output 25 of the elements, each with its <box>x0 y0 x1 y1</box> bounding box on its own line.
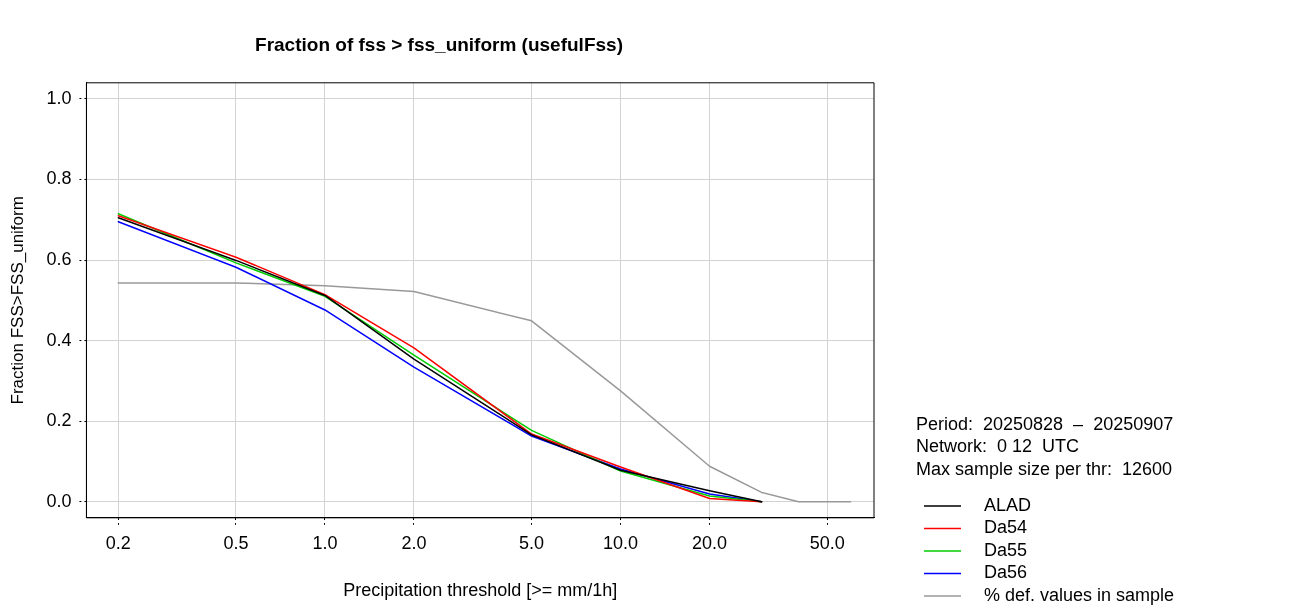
legend-label: Da54 <box>984 517 1028 538</box>
x-tick-label: 0.5 <box>223 532 249 553</box>
chart-title: Fraction of fss > fss_uniform (usefulFss) <box>255 33 623 55</box>
x-tick-label: 10.0 <box>603 532 639 553</box>
legend-label: Da55 <box>984 539 1028 560</box>
y-tick-label: 0.0 <box>46 490 72 511</box>
y-tick-label: 0.2 <box>46 410 72 431</box>
x-tick-label: 50.0 <box>809 532 845 553</box>
y-tick-label: 0.8 <box>46 168 72 189</box>
legend-label: % def. values in sample <box>984 584 1175 605</box>
y-tick-label: 0.6 <box>46 248 72 269</box>
y-tick-label: 1.0 <box>46 87 72 108</box>
x-tick-label: 20.0 <box>692 532 728 553</box>
legend-label: ALAD <box>984 494 1032 515</box>
y-axis-title: Fraction FSS>FSS_uniform <box>7 196 27 405</box>
legend-label: Da56 <box>984 562 1028 583</box>
y-tick-label: 0.4 <box>46 329 72 350</box>
x-axis-title: Precipitation threshold [>= mm/1h] <box>343 580 618 601</box>
x-tick-label: 5.0 <box>519 532 545 553</box>
x-tick-label: 2.0 <box>401 532 427 553</box>
text: Period: 20250828 – 20250907 <box>916 413 1174 434</box>
text: Network: 0 12 UTC <box>916 436 1080 457</box>
x-tick-label: 1.0 <box>312 532 338 553</box>
x-tick-label: 0.2 <box>105 532 131 553</box>
text: Max sample size per thr: 12600 <box>916 458 1173 479</box>
